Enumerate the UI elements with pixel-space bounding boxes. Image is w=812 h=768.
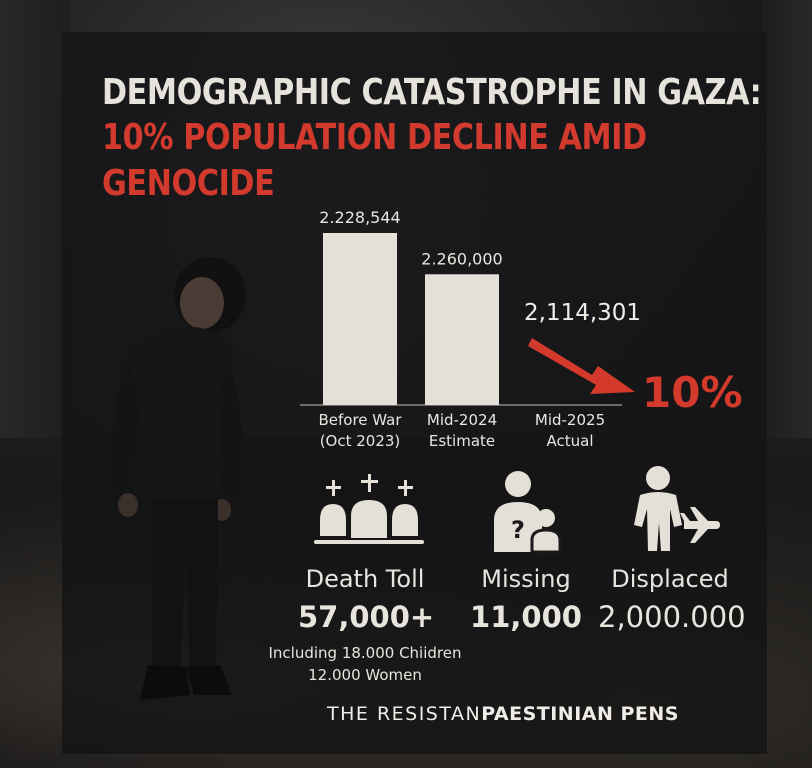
missing-label: Missing xyxy=(481,565,571,593)
category-label-1-line-1: Before War xyxy=(318,411,402,429)
displaced-person-plane-icon xyxy=(634,466,720,551)
bar-1 xyxy=(323,233,397,405)
population-bar-chart: 2.228,544 Before War (Oct 2023) 2.260,000 Mi… xyxy=(300,208,743,450)
death-toll-value: 57,000+ xyxy=(298,600,435,634)
svg-text:?: ? xyxy=(511,516,525,544)
bar-2 xyxy=(425,274,499,405)
displaced-value: 2,000.000 xyxy=(598,600,746,634)
category-label-2-line-1: Mid-2024 xyxy=(427,411,497,429)
decline-percent-label: 10% xyxy=(642,368,743,417)
title-line-2: 10% POPULATION DECLINE AMID GENOCIDE xyxy=(102,117,647,204)
missing-value: 11,000 xyxy=(470,600,582,634)
displaced-label: Displaced xyxy=(611,565,729,593)
category-label-1-line-2: (Oct 2023) xyxy=(320,432,401,450)
category-label-3-line-2: Actual xyxy=(547,432,594,450)
brand-footer: THE RESISTANPAESTINIAN PENS xyxy=(327,703,679,725)
missing-person-icon: ? xyxy=(494,471,562,554)
category-label-3-line-1: Mid-2025 xyxy=(535,411,605,429)
brand-part-1: THE RESISTAN xyxy=(327,703,482,725)
death-toll-label: Death Toll xyxy=(305,565,425,593)
death-toll-note-women: 12.000 Women xyxy=(308,666,422,684)
bar-value-label-1: 2.228,544 xyxy=(319,208,400,227)
bar-value-label-2: 2.260,000 xyxy=(421,249,502,268)
child-silhouette-image xyxy=(111,257,246,700)
decline-arrow-icon xyxy=(528,338,635,394)
brand-part-2: PAESTINIAN PENS xyxy=(481,703,679,725)
graves-icon xyxy=(314,474,424,544)
category-label-2-line-2: Estimate xyxy=(429,432,495,450)
death-toll-note-children: Including 18.000 Chiidren xyxy=(268,644,462,662)
title-line-1: DEMOGRAPHIC CATASTROPHE IN GAZA: xyxy=(102,72,762,113)
bar-value-label-3: 2,114,301 xyxy=(524,300,641,326)
